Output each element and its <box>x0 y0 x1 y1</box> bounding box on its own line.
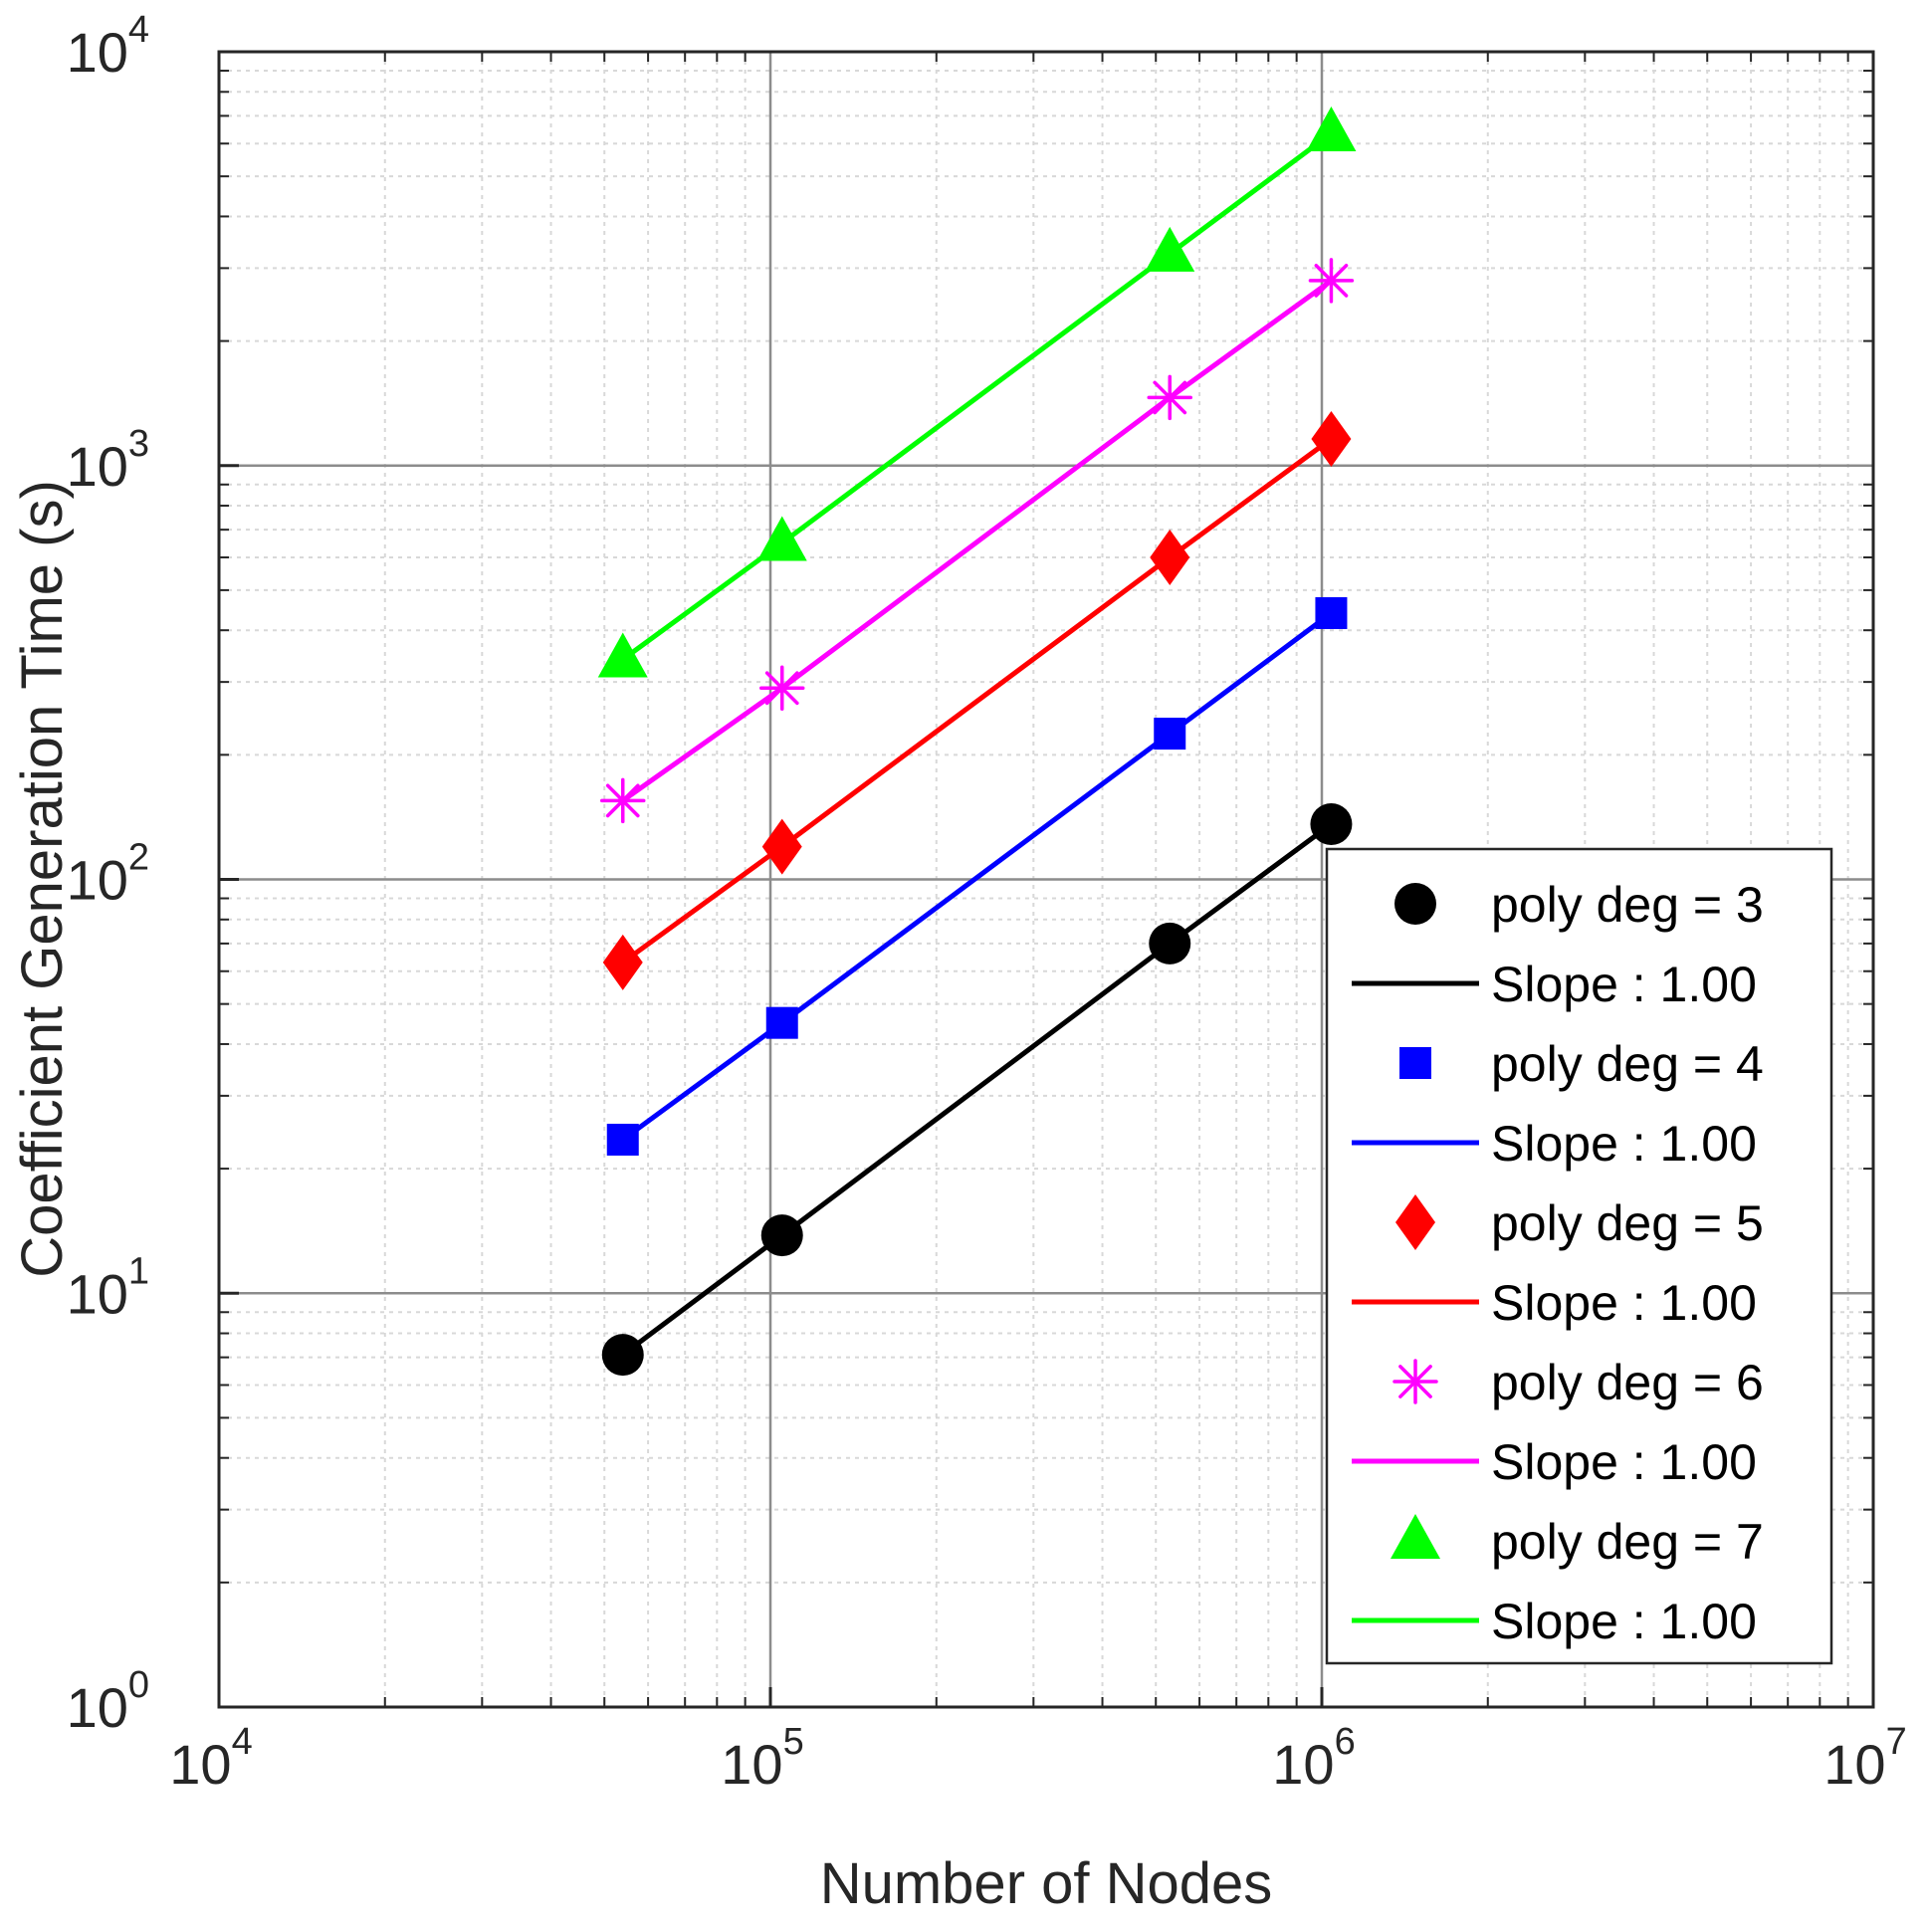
legend-marker-5 <box>1391 1514 1440 1559</box>
plot-frame <box>217 50 1875 1709</box>
y-tick-exponent: 1 <box>128 1250 149 1292</box>
asterisk-stroke <box>1314 263 1349 298</box>
data-point-marker <box>761 818 802 875</box>
x-tick-label: 106 <box>1272 1721 1355 1796</box>
y-tick-base: 10 <box>67 849 128 912</box>
y-tick-label: 102 <box>67 837 149 912</box>
data-point-marker <box>756 516 807 561</box>
data-point-marker <box>760 1214 803 1257</box>
legend-fit-label: Slope : 1.00 <box>1491 1275 1757 1331</box>
legend-marker-2 <box>1399 1047 1431 1079</box>
y-axis-label: Coefficient Generation Time (s) <box>10 480 75 1278</box>
legend-entry-label: poly deg = 4 <box>1491 1036 1764 1092</box>
series-5 <box>597 106 1357 678</box>
y-tick-base: 10 <box>67 435 128 498</box>
y-tick-base: 10 <box>67 21 128 84</box>
series-3 <box>602 410 1352 990</box>
y-tick-label: 103 <box>67 423 149 498</box>
series-line <box>621 278 1333 803</box>
series-1 <box>601 802 1353 1377</box>
data-point-marker <box>606 1123 639 1156</box>
legend-marker-3 <box>1395 1194 1435 1250</box>
y-tick-label: 100 <box>67 1664 149 1739</box>
series-line <box>621 130 1333 662</box>
series-line <box>621 610 1333 1142</box>
y-tick-exponent: 3 <box>128 423 149 465</box>
y-tick-exponent: 0 <box>128 1664 149 1706</box>
y-tick-base: 10 <box>67 1262 128 1325</box>
asterisk-stroke <box>764 671 799 706</box>
legend-fit-label: Slope : 1.00 <box>1491 1434 1757 1490</box>
legend-entry-label: poly deg = 5 <box>1491 1195 1764 1251</box>
legend: poly deg = 3 Slope : 1.00 poly deg = 4 Slop… <box>1325 847 1833 1665</box>
x-axis-label: Number of Nodes <box>820 1851 1273 1916</box>
legend-entry-label: poly deg = 6 <box>1491 1355 1764 1410</box>
data-point-marker <box>1315 596 1348 629</box>
legend-fit-label: Slope : 1.00 <box>1491 1594 1757 1649</box>
x-tick-base: 10 <box>169 1733 231 1796</box>
data-point-marker <box>1147 374 1192 421</box>
x-tick-label: 105 <box>721 1721 803 1796</box>
y-tick-base: 10 <box>67 1676 128 1739</box>
x-tick-exponent: 4 <box>232 1721 253 1763</box>
series-4 <box>599 258 1355 824</box>
legend-marker-4 <box>1392 1359 1438 1404</box>
data-point-marker <box>1310 802 1353 845</box>
asterisk-stroke <box>605 783 640 818</box>
x-tick-label: 104 <box>169 1721 252 1796</box>
legend-entry-label: poly deg = 3 <box>1491 877 1764 933</box>
series-line <box>621 436 1333 965</box>
data-point-marker <box>1150 529 1190 585</box>
x-tick-exponent: 7 <box>1886 1721 1907 1763</box>
series-layer <box>597 106 1357 1377</box>
x-tick-base: 10 <box>721 1733 782 1796</box>
data-point-marker <box>1311 410 1352 467</box>
legend-fit-label: Slope : 1.00 <box>1491 957 1757 1012</box>
data-point-marker <box>1149 922 1191 965</box>
data-point-marker <box>1306 106 1357 151</box>
data-point-marker <box>597 632 648 678</box>
data-point-marker <box>1308 258 1355 304</box>
x-tick-base: 10 <box>1823 1733 1885 1796</box>
x-tick-exponent: 6 <box>1335 1721 1356 1763</box>
y-tick-label: 104 <box>67 9 149 84</box>
series-line <box>621 821 1333 1358</box>
asterisk-stroke <box>1398 1365 1432 1398</box>
x-tick-label: 107 <box>1823 1721 1906 1796</box>
x-tick-base: 10 <box>1272 1733 1334 1796</box>
legend-marker-1 <box>1394 883 1436 925</box>
data-point-marker <box>1154 718 1186 751</box>
data-point-marker <box>1145 226 1195 272</box>
x-tick-exponent: 5 <box>783 1721 804 1763</box>
asterisk-stroke <box>1153 380 1187 415</box>
y-tick-exponent: 4 <box>128 9 149 51</box>
legend-fit-label: Slope : 1.00 <box>1491 1116 1757 1172</box>
data-point-marker <box>765 1006 798 1039</box>
data-point-marker <box>758 665 805 712</box>
data-point-marker <box>599 777 646 824</box>
data-point-marker <box>601 1334 644 1377</box>
y-tick-exponent: 2 <box>128 837 149 879</box>
data-point-marker <box>602 934 643 990</box>
legend-entry-label: poly deg = 7 <box>1491 1514 1764 1570</box>
series-2 <box>606 596 1348 1156</box>
y-tick-label: 101 <box>67 1250 149 1325</box>
